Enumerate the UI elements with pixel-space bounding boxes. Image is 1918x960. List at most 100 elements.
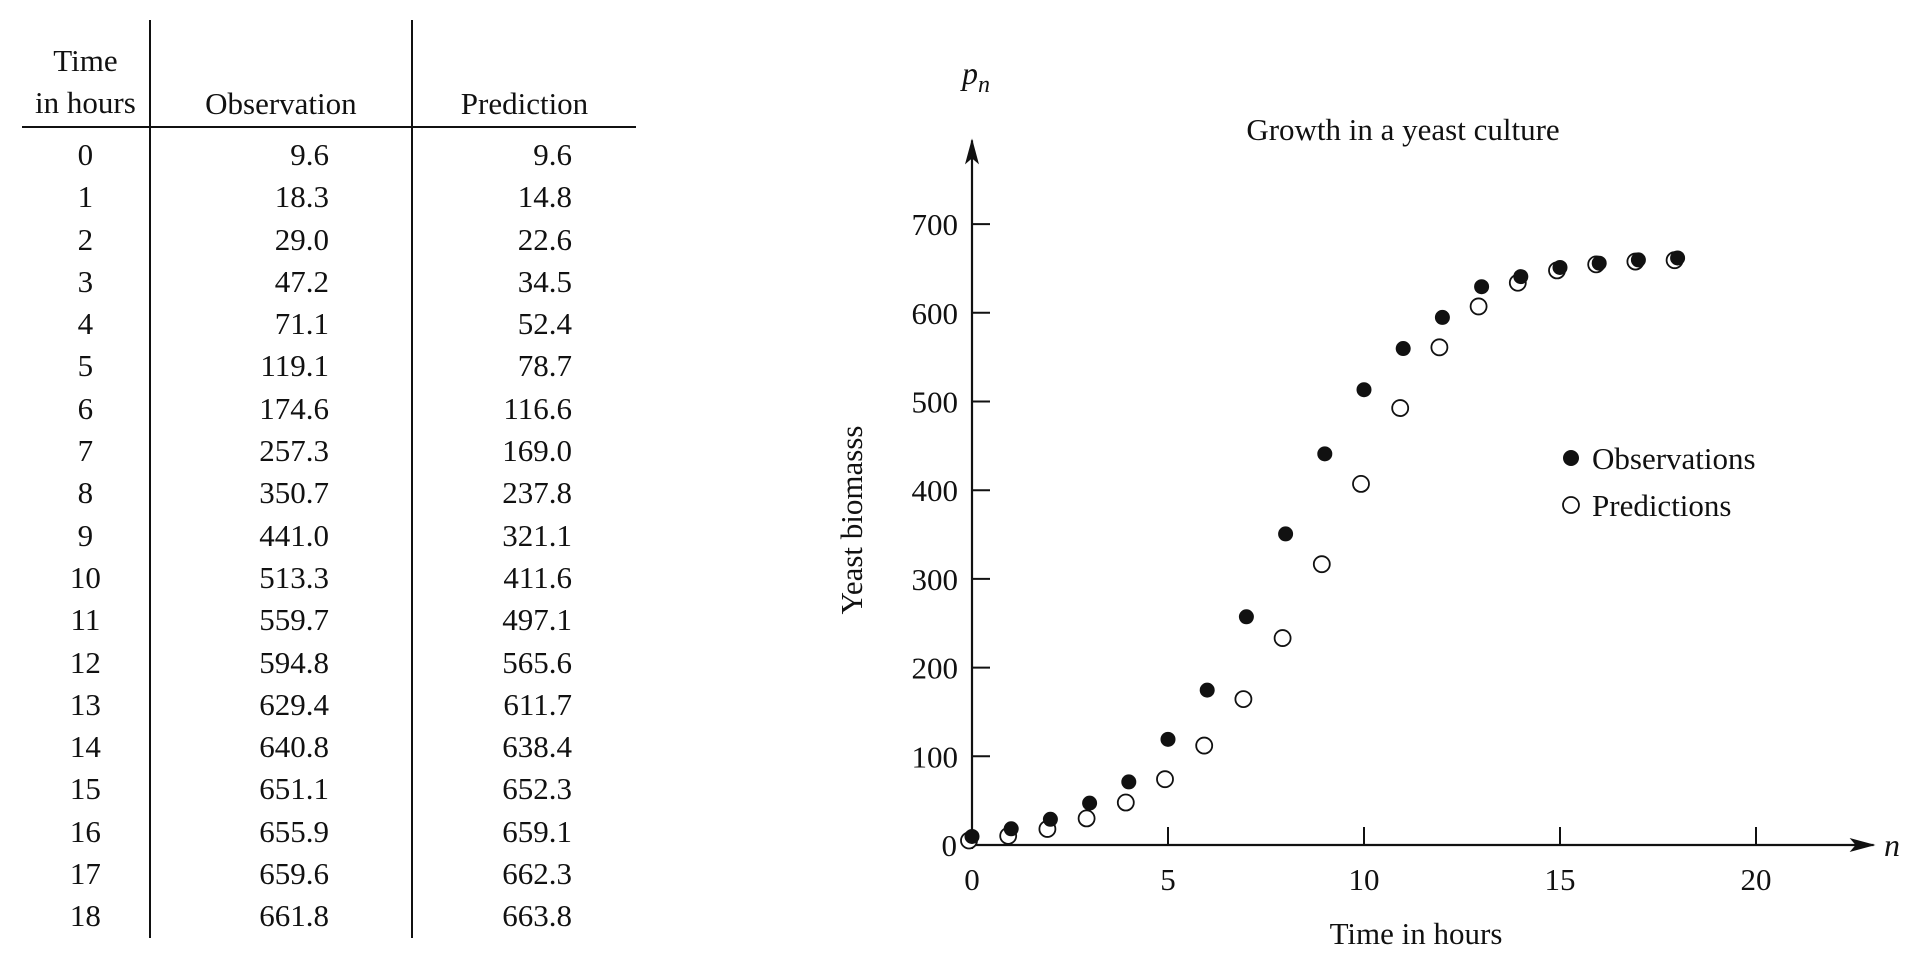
cell-observation: 257.3	[148, 430, 412, 473]
cell-prediction: 565.6	[410, 641, 636, 684]
table-row: 11 559.7 497.1	[22, 599, 636, 642]
point-observation	[1552, 259, 1568, 275]
cell-time: 3	[77, 263, 94, 299]
cell-prediction: 78.7	[410, 345, 636, 388]
table-row: 3 47.2 34.5	[22, 260, 636, 304]
cell-observation: 651.1	[148, 768, 412, 811]
cell-time: 0	[77, 137, 94, 172]
cell-observation: 119.1	[148, 345, 412, 388]
y-axis-symbol: pn	[960, 55, 990, 98]
header-time: Time in hours	[22, 20, 150, 128]
cell-prediction: 662.3	[410, 853, 636, 896]
point-observation	[1591, 255, 1607, 271]
cell-observation: 350.7	[148, 472, 412, 515]
x-axis-label: Time in hours	[1330, 916, 1503, 951]
x-tick-label: 5	[1160, 862, 1176, 897]
cell-time: 8	[77, 475, 94, 511]
point-observation	[1199, 682, 1215, 698]
point-observation	[1042, 811, 1058, 827]
cell-time: 2	[77, 221, 94, 257]
point-observation	[1630, 252, 1646, 268]
x-tick-label: 10	[1349, 862, 1380, 897]
y-axis-symbol-main: p	[960, 55, 978, 91]
cell-observation: 18.3	[148, 176, 412, 219]
legend-marker-observations	[1563, 450, 1579, 466]
cell-time: 16	[69, 813, 101, 849]
point-observation	[1278, 526, 1294, 542]
point-prediction	[1273, 629, 1292, 647]
cell-time: 10	[69, 559, 101, 595]
point-prediction	[1116, 793, 1135, 812]
data-table-container: Time in hours Observation Prediction 0 9.…	[22, 20, 636, 938]
cell-prediction: 22.6	[410, 218, 636, 261]
cell-time: 1	[77, 179, 94, 215]
table-row: 9 441.0 321.1	[22, 514, 636, 557]
header-observation: Observation	[148, 20, 412, 128]
cell-observation: 513.3	[148, 556, 412, 600]
cell-observation: 71.1	[148, 303, 412, 346]
cell-time: 9	[77, 517, 94, 553]
table-row: 5 119.1 78.7	[22, 345, 636, 388]
y-tick-label: 0	[942, 828, 958, 863]
y-tick-label: 400	[912, 473, 959, 508]
cell-prediction: 321.1	[410, 514, 636, 557]
y-tick-label: 600	[912, 296, 959, 331]
cell-time: 11	[70, 602, 101, 638]
legend-label-observations: Observations	[1592, 441, 1756, 476]
point-prediction	[1352, 475, 1370, 493]
cell-prediction: 34.5	[410, 260, 636, 304]
cell-prediction: 652.3	[410, 768, 636, 811]
x-tick-label: 20	[1741, 862, 1772, 897]
point-prediction	[1156, 770, 1174, 789]
cell-prediction: 411.6	[410, 556, 636, 600]
cell-observation: 47.2	[148, 260, 412, 304]
y-axis-symbol-subscript: n	[978, 72, 990, 98]
cell-observation: 659.6	[148, 853, 412, 896]
cell-observation: 594.8	[148, 641, 412, 684]
point-prediction	[1312, 555, 1331, 574]
cell-prediction: 169.0	[410, 430, 636, 473]
legend: Observations Predictions	[1562, 441, 1756, 523]
header-time-line2: in hours	[35, 85, 136, 120]
cell-observation: 559.7	[148, 599, 412, 642]
chart-title: Growth in a yeast culture	[1246, 112, 1559, 147]
cell-time: 17	[69, 856, 101, 892]
point-observation	[1670, 250, 1686, 266]
table-row: 14 640.8 638.4	[22, 726, 636, 769]
cell-time: 7	[77, 433, 94, 469]
cell-prediction: 9.6	[410, 127, 636, 177]
table-body: 0 9.6 9.6 1 18.3 14.8 2 29.0 22.6 3 47.2 34.5 4 71.1 5…	[22, 127, 636, 938]
table-row: 16 655.9 659.1	[22, 810, 636, 854]
cell-time: 12	[69, 644, 101, 680]
data-points	[960, 250, 1686, 850]
cell-prediction: 237.8	[410, 472, 636, 515]
cell-observation: 661.8	[148, 895, 412, 938]
cell-time: 6	[77, 390, 94, 426]
cell-prediction: 116.6	[410, 387, 636, 431]
table-row: 6 174.6 116.6	[22, 387, 636, 431]
table-row: 12 594.8 565.6	[22, 641, 636, 684]
cell-observation: 29.0	[148, 218, 412, 261]
y-ticks: 0 100 200 300 400 500 600 700	[912, 207, 990, 863]
point-observation	[1474, 279, 1490, 295]
cell-observation: 629.4	[148, 683, 412, 727]
y-tick-label: 200	[912, 651, 959, 686]
point-prediction	[1430, 338, 1449, 357]
cell-prediction: 611.7	[410, 683, 636, 727]
y-tick-label: 500	[912, 385, 959, 420]
point-observation	[1238, 609, 1254, 625]
x-tick-label: 15	[1545, 862, 1576, 897]
cell-time: 15	[69, 771, 101, 807]
table-row: 2 29.0 22.6	[22, 218, 636, 261]
point-prediction	[1391, 399, 1410, 417]
table-row: 7 257.3 169.0	[22, 430, 636, 473]
y-axis-label: Yeast biomasss	[834, 426, 869, 615]
point-observation	[1513, 269, 1529, 285]
point-prediction	[1234, 690, 1253, 708]
table-row: 17 659.6 662.3	[22, 853, 636, 896]
point-observation	[1121, 774, 1137, 790]
table-row: 18 661.8 663.8	[22, 895, 636, 938]
point-observation	[1082, 795, 1098, 811]
cell-prediction: 497.1	[410, 599, 636, 642]
